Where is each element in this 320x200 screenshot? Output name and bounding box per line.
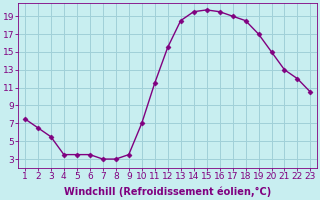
X-axis label: Windchill (Refroidissement éolien,°C): Windchill (Refroidissement éolien,°C) [64,187,271,197]
